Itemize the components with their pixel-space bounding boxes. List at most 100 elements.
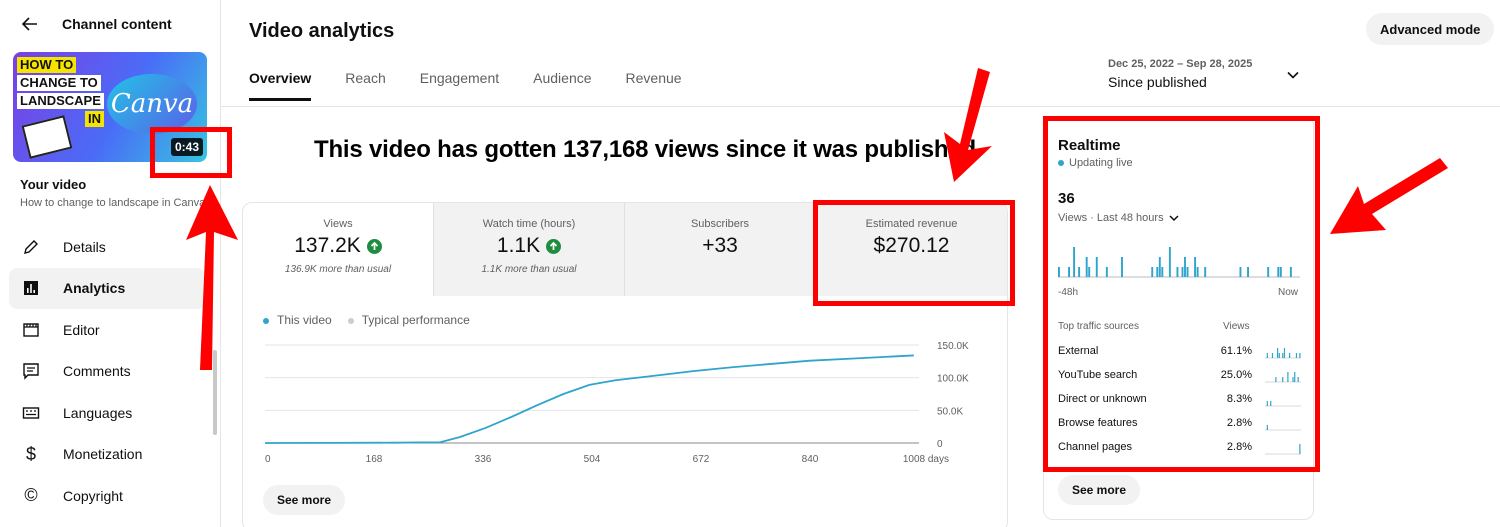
views-headline: This video has gotten 137,168 views sinc… <box>314 136 976 163</box>
sparkline-bar <box>1295 353 1298 358</box>
realtime-bar <box>1194 257 1197 277</box>
realtime-bar <box>1289 267 1292 277</box>
realtime-bar <box>1105 267 1108 277</box>
date-range-selector[interactable]: Dec 25, 2022 – Sep 28, 2025 Since publis… <box>1108 58 1252 90</box>
traffic-source-row: Direct or unknown 8.3% <box>1058 393 1301 409</box>
annotation-arrow-left <box>1330 158 1448 234</box>
x-tick-label: 336 <box>475 454 492 465</box>
sidebar-item-languages[interactable]: Languages <box>9 392 205 434</box>
sidebar-item-monetization[interactable]: $ Monetization <box>9 434 205 476</box>
sidebar-item-copyright[interactable]: © Copyright <box>9 475 205 517</box>
tab-revenue[interactable]: Revenue <box>625 70 682 86</box>
sparkline-bar <box>1292 377 1294 382</box>
realtime-bar <box>1073 247 1076 277</box>
metric-value: $270.12 <box>873 234 950 257</box>
metric-watch-time[interactable]: Watch time (hours) 1.1K 1.1K more than u… <box>434 203 625 296</box>
advanced-mode-button[interactable]: Advanced mode <box>1366 13 1495 45</box>
arrow-up-icon <box>546 238 562 254</box>
realtime-bar <box>1156 267 1159 277</box>
traffic-source-name: Browse features <box>1058 417 1138 429</box>
views-line-chart: 0 50.0K 100.0K 150.0K 0 168 336 504 672 840 1008 d… <box>264 341 969 465</box>
see-more-button[interactable]: See more <box>263 485 346 515</box>
traffic-source-sparkline <box>1265 425 1301 431</box>
metric-value: 137.2K <box>243 234 433 258</box>
sparkline-bar <box>1282 353 1284 358</box>
x-tick-label: 840 <box>802 454 819 465</box>
sidebar-scrollbar[interactable] <box>213 350 217 435</box>
y-tick-label: 100.0K <box>937 374 969 385</box>
realtime-bar <box>1247 267 1249 277</box>
annotation-arrow-down <box>944 68 992 182</box>
traffic-source-row: Browse features 2.8% <box>1058 417 1301 433</box>
sparkline-bar <box>1266 425 1268 430</box>
x-tick-label: 504 <box>584 454 601 465</box>
traffic-source-sparkline <box>1265 401 1301 407</box>
sparkline-bar <box>1299 353 1301 358</box>
realtime-see-more-button[interactable]: See more <box>1058 475 1141 505</box>
metric-estimated-revenue[interactable]: Estimated revenue $270.12 <box>816 203 1007 296</box>
sidebar: Channel content HOW TO CHANGE TO LANDSCA… <box>0 0 221 527</box>
metric-comparison: 1.1K more than usual <box>481 264 577 275</box>
metric-comparison: 136.9K more than usual <box>284 264 392 275</box>
sparkline-bar <box>1271 353 1274 358</box>
y-tick-label: 50.0K <box>937 406 963 417</box>
series-line-this-video <box>264 354 914 444</box>
realtime-count: 36 <box>1058 190 1075 207</box>
realtime-bar-chart <box>1058 247 1300 278</box>
realtime-bar <box>1068 267 1071 277</box>
date-range-dates: Dec 25, 2022 – Sep 28, 2025 <box>1108 58 1253 70</box>
tab-overview[interactable]: Overview <box>249 70 312 101</box>
x-tick-label: 1008 days <box>903 454 949 465</box>
sparkline-bar <box>1294 372 1296 382</box>
realtime-bar <box>1196 267 1199 277</box>
sparkline-bar <box>1297 377 1299 382</box>
realtime-bar <box>1095 257 1098 277</box>
annotation-box-realtime <box>1043 116 1320 472</box>
traffic-source-name: External <box>1058 345 1099 357</box>
canva-logo: Canva <box>107 74 197 134</box>
sidebar-item-details[interactable]: Details <box>9 226 205 268</box>
y-tick-label: 0 <box>937 439 943 450</box>
video-duration-badge: 0:43 <box>171 138 204 156</box>
sparkline-bar <box>1266 353 1268 358</box>
legend-this-video: This video <box>263 313 332 327</box>
sidebar-item-analytics[interactable]: Analytics <box>9 267 205 309</box>
tab-reach[interactable]: Reach <box>345 70 386 86</box>
traffic-sources-header: Top traffic sources Views <box>1058 321 1250 332</box>
dollar-icon: $ <box>25 443 36 464</box>
sidebar-item-label: Languages <box>63 404 133 421</box>
overview-card: Views 137.2K 136.9K more than usual Watc… <box>242 202 1008 527</box>
annotation-box-duration <box>150 127 232 178</box>
sidebar-item-label: Comments <box>63 363 131 380</box>
back-arrow-icon[interactable] <box>20 14 40 34</box>
metric-subscribers[interactable]: Subscribers +33 <box>625 203 816 296</box>
sparkline-bar <box>1266 401 1268 406</box>
sidebar-item-comments[interactable]: Comments <box>9 351 205 393</box>
realtime-bar <box>1121 257 1123 277</box>
realtime-bar <box>1181 267 1184 277</box>
traffic-source-percent: 61.1% <box>1220 345 1252 357</box>
sparkline-bar <box>1270 401 1272 406</box>
realtime-period-selector[interactable]: Views · Last 48 hours <box>1058 212 1180 224</box>
video-title: How to change to landscape in Canva <box>20 197 205 209</box>
legend-typical-performance: Typical performance <box>347 313 470 327</box>
sidebar-item-label: Details <box>63 238 106 255</box>
chevron-down-icon[interactable] <box>1286 68 1300 82</box>
realtime-bar <box>1186 267 1189 277</box>
metric-views[interactable]: Views 137.2K 136.9K more than usual <box>243 203 434 296</box>
traffic-source-percent: 25.0% <box>1220 369 1252 381</box>
sparkline-bar <box>1282 377 1284 382</box>
sparkline-bar <box>1277 348 1279 358</box>
traffic-source-percent: 2.8% <box>1226 417 1252 429</box>
languages-icon <box>21 403 41 423</box>
copyright-icon: © <box>24 485 38 506</box>
sidebar-item-label: Editor <box>63 321 100 338</box>
traffic-source-row: Channel pages 2.8% <box>1058 441 1301 457</box>
sparkline-bar <box>1299 444 1301 454</box>
sidebar-item-editor[interactable]: Editor <box>9 309 205 351</box>
tab-audience[interactable]: Audience <box>533 70 592 86</box>
x-tick-label: 168 <box>366 454 383 465</box>
your-video-label: Your video <box>20 177 87 192</box>
chevron-down-icon <box>1169 215 1179 222</box>
tab-engagement[interactable]: Engagement <box>419 70 500 86</box>
